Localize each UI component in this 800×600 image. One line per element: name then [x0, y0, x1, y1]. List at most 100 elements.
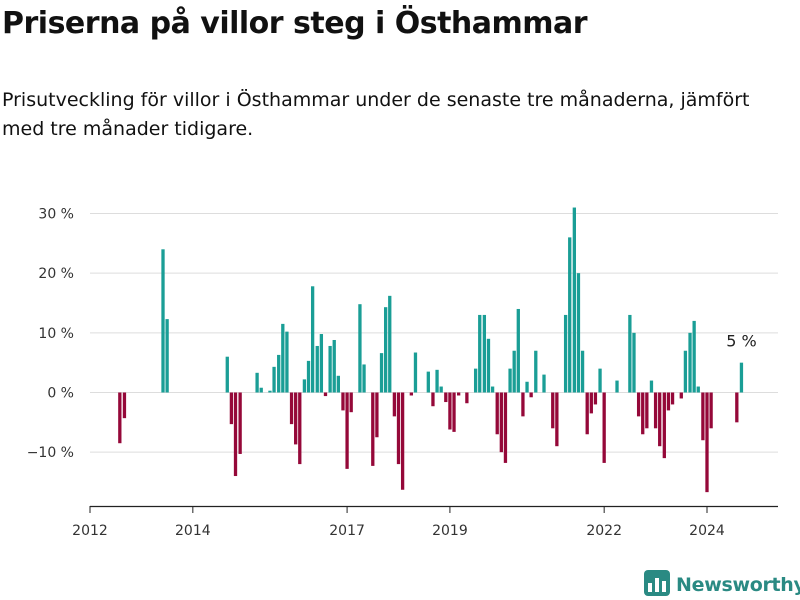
- bar: [229, 392, 234, 425]
- bar: [683, 350, 688, 393]
- bar: [593, 392, 598, 405]
- x-tick-label: 2012: [72, 523, 108, 539]
- chart-subtitle: Prisutveckling för villor i Östhammar un…: [2, 89, 750, 140]
- bar: [692, 320, 696, 393]
- bar: [670, 392, 675, 405]
- bar: [473, 368, 478, 393]
- bar: [358, 304, 362, 393]
- bar: [457, 392, 461, 396]
- bar: [465, 392, 469, 404]
- bar: [285, 331, 289, 393]
- bar: [444, 392, 448, 403]
- bar: [688, 332, 692, 393]
- y-tick-label: 20 %: [38, 266, 74, 282]
- bar: [435, 369, 439, 393]
- bar: [705, 392, 709, 493]
- bar: [628, 314, 632, 393]
- bar: [701, 392, 705, 441]
- bar: [306, 360, 311, 393]
- bar: [345, 392, 349, 469]
- bar: [666, 392, 671, 411]
- bar: [225, 356, 229, 393]
- bar: [555, 392, 559, 447]
- chart-title: Priserna på villor steg i Östhammar: [2, 6, 588, 41]
- bar: [118, 392, 122, 444]
- y-tick-label: 0 %: [47, 386, 74, 402]
- bar: [739, 362, 744, 393]
- bar: [400, 392, 405, 490]
- bar: [272, 366, 276, 393]
- bar: [525, 381, 529, 393]
- bar: [439, 386, 443, 393]
- x-tick-label: 2024: [689, 523, 725, 539]
- bar: [315, 345, 319, 393]
- y-tick-label: −10 %: [27, 445, 74, 461]
- bar: [289, 392, 294, 425]
- bar: [499, 392, 503, 453]
- bar: [426, 371, 430, 393]
- bar: [521, 392, 525, 417]
- bar: [641, 392, 645, 435]
- bar: [478, 314, 482, 393]
- bar: [277, 354, 281, 393]
- bar: [486, 338, 491, 393]
- x-tick-label: 2022: [586, 523, 622, 539]
- bar: [413, 352, 418, 393]
- bar: [431, 392, 435, 407]
- bar: [490, 386, 495, 393]
- bar: [379, 353, 384, 393]
- bar: [653, 392, 658, 429]
- bar: [636, 392, 641, 417]
- bar: [294, 392, 298, 445]
- bar: [645, 392, 649, 429]
- bar: [388, 295, 392, 393]
- bar: [341, 392, 345, 411]
- bar: [516, 308, 520, 393]
- bar: [409, 392, 414, 396]
- bar: [298, 392, 302, 465]
- bar: [375, 392, 379, 438]
- bar: [452, 392, 456, 432]
- bar: [585, 392, 589, 435]
- bar: [508, 368, 512, 393]
- bar: [495, 392, 499, 435]
- bar: [542, 374, 546, 393]
- bar: [658, 392, 662, 447]
- bar: [580, 350, 585, 393]
- bar: [512, 350, 516, 393]
- bar: [576, 273, 581, 393]
- bar: [122, 392, 127, 419]
- bar: [679, 392, 683, 399]
- bar: [589, 392, 593, 414]
- x-tick-label: 2014: [175, 523, 211, 539]
- bar: [551, 392, 555, 429]
- bar: [392, 392, 397, 417]
- bar: [259, 387, 263, 393]
- bar: [238, 392, 242, 454]
- bar: [383, 307, 388, 393]
- bar: [615, 380, 619, 393]
- bar: [268, 390, 272, 393]
- bar: [281, 323, 285, 393]
- bar: [349, 392, 353, 413]
- last-value-label: 5 %: [726, 332, 756, 351]
- bar: [302, 379, 307, 393]
- bar: [598, 368, 602, 393]
- bar: [319, 334, 324, 393]
- bar: [709, 392, 713, 429]
- x-tick-label: 2017: [329, 523, 365, 539]
- bar: [662, 392, 666, 459]
- bar: [328, 345, 332, 393]
- bar: [568, 237, 572, 393]
- brand-logo: Newsworthy: [644, 570, 800, 600]
- brand-name: Newsworthy: [676, 574, 800, 596]
- bar: [529, 392, 533, 398]
- bar: [255, 372, 259, 393]
- bar: [632, 332, 636, 393]
- bar: [310, 286, 315, 393]
- bar: [233, 392, 238, 477]
- bar: [323, 392, 328, 397]
- bar: [563, 314, 568, 393]
- y-tick-label: 10 %: [38, 326, 74, 342]
